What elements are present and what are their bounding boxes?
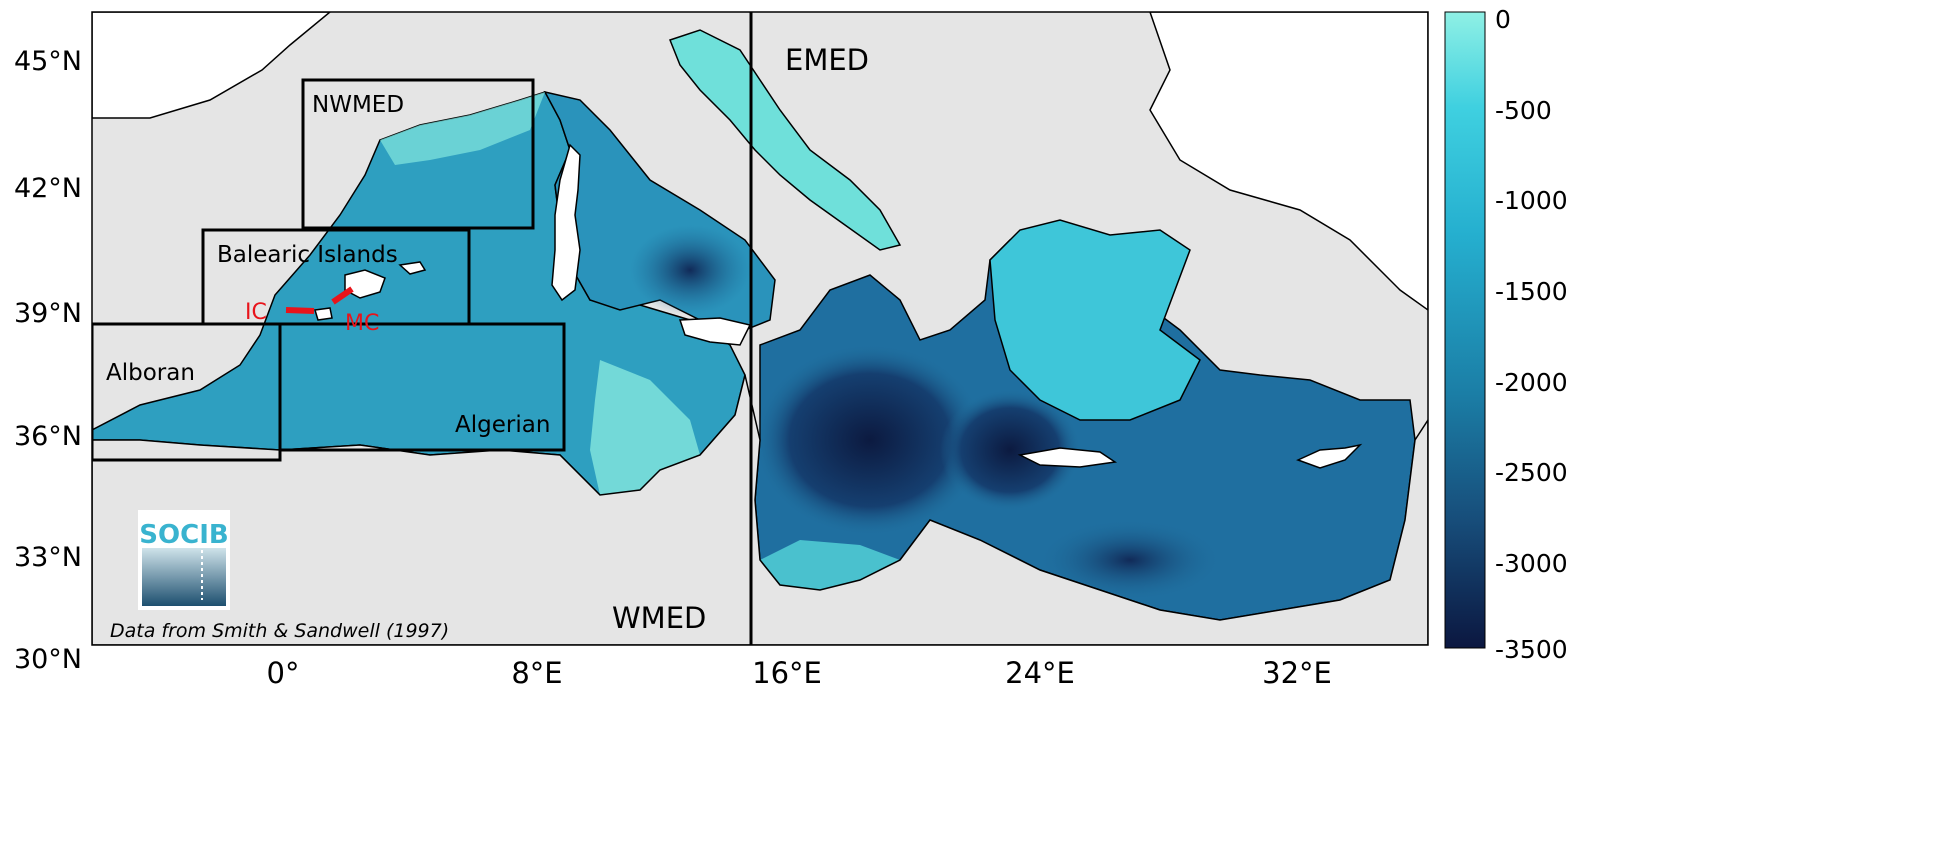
- lat-tick: 45°N: [14, 46, 82, 77]
- shelf-tunisia: [590, 360, 700, 495]
- island-menorca: [398, 261, 427, 275]
- colorbar-tick: -3000: [1495, 549, 1568, 578]
- lat-tick: 39°N: [14, 298, 82, 329]
- label-emed: EMED: [785, 43, 869, 77]
- label-wmed: WMED: [612, 601, 706, 635]
- colorbar-tick: -2500: [1495, 458, 1568, 487]
- plot-frame: [91, 11, 1429, 646]
- sea-aegean: [989, 219, 1201, 421]
- lon-tick: 24°E: [1005, 656, 1075, 690]
- label-ibiza-channel: IC: [245, 300, 267, 325]
- label-balearic: Balearic Islands: [217, 242, 398, 268]
- data-credit: Data from Smith & Sandwell (1997): [110, 620, 449, 642]
- label-alboran: Alboran: [106, 360, 195, 386]
- box-algerian: [278, 322, 566, 452]
- deep-tyrrhenian: [630, 225, 750, 315]
- land-europe-east: [1149, 12, 1428, 311]
- lat-tick: 42°N: [14, 173, 82, 204]
- island-corsica-sardinia: [551, 143, 581, 302]
- island-cyprus: [1296, 443, 1363, 469]
- island-crete: [1017, 447, 1118, 468]
- ibiza-channel-marker: [285, 307, 315, 314]
- label-mallorca-channel: MC: [345, 311, 379, 336]
- longitude-axis: 0° 8°E 16°E 24°E 32°E: [267, 656, 1332, 690]
- island-mallorca: [344, 269, 386, 299]
- island-ibiza: [314, 307, 333, 321]
- deep-hellenic: [940, 390, 1080, 510]
- colorbar: [1444, 11, 1486, 649]
- lat-tick: 33°N: [14, 542, 82, 573]
- colorbar-tick: -1500: [1495, 277, 1568, 306]
- land-europe-west: [92, 12, 332, 119]
- deep-levantine-south: [1040, 520, 1220, 600]
- colorbar-ticks: 0 -500 -1000 -1500 -2000 -2500 -3000 -35…: [1495, 5, 1568, 664]
- colorbar-tick: -2000: [1495, 368, 1568, 397]
- lon-tick: 8°E: [511, 656, 562, 690]
- label-nwmed: NWMED: [312, 92, 404, 118]
- colorbar-tick: -500: [1495, 96, 1552, 125]
- socib-logo-text: SOCIB: [139, 520, 228, 550]
- lat-tick: 36°N: [14, 421, 82, 452]
- mallorca-channel-marker: [331, 286, 354, 305]
- deep-ionian: [755, 345, 985, 535]
- latitude-axis: 45°N 42°N 39°N 36°N 33°N 30°N: [14, 46, 82, 675]
- colorbar-tick: -1000: [1495, 186, 1568, 215]
- socib-logo: [138, 510, 230, 610]
- label-algerian: Algerian: [455, 412, 550, 438]
- island-sicily: [678, 317, 752, 346]
- lon-tick: 16°E: [752, 656, 822, 690]
- shelf-gulf-of-lion: [380, 92, 545, 165]
- lat-tick: 30°N: [14, 644, 82, 675]
- lon-tick: 32°E: [1262, 656, 1332, 690]
- sea-adriatic: [669, 29, 902, 251]
- box-nwmed: [301, 78, 535, 230]
- colorbar-tick: -3500: [1495, 635, 1568, 664]
- colorbar-tick: 0: [1495, 5, 1511, 34]
- lon-tick: 0°: [267, 656, 300, 690]
